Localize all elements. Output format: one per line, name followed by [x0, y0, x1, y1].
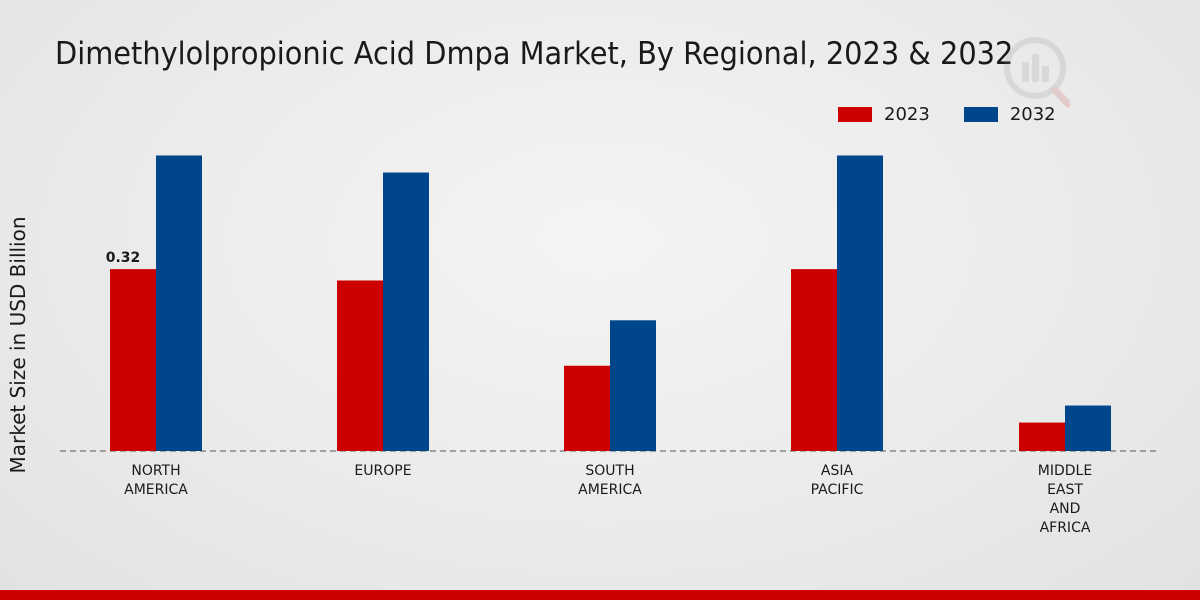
- legend-swatch-2032: [963, 107, 998, 122]
- bar-2023-middle-east-and-africa: [1019, 422, 1065, 451]
- bar-2023-asia-pacific: [791, 269, 837, 451]
- legend-label-2023: 2023: [884, 104, 930, 125]
- data-label: 0.32: [106, 250, 141, 266]
- legend-item-2023: 2023: [838, 104, 930, 125]
- chart-title: Dimethylolpropionic Acid Dmpa Market, By…: [55, 36, 1014, 72]
- bar-2032-asia-pacific: [837, 155, 883, 451]
- x-tick-label-north-america: NORTH AMERICA: [124, 463, 188, 498]
- bar-2023-south-america: [564, 365, 610, 451]
- legend-swatch-2023: [838, 107, 872, 122]
- bar-2023-north-america: [110, 269, 156, 451]
- bar-2032-middle-east-and-africa: [1065, 405, 1111, 451]
- bar-2032-north-america: [156, 155, 202, 451]
- watermark-logo-icon: [1000, 30, 1072, 114]
- legend-label-2032: 2032: [1009, 104, 1056, 125]
- x-tick-label-europe: EUROPE: [354, 463, 411, 479]
- legend-item-2032: 2032: [963, 104, 1056, 125]
- legend: 2023 2032: [838, 104, 1090, 125]
- bar-2023-europe: [337, 280, 383, 451]
- x-tick-label-asia-pacific: ASIA PACIFIC: [811, 463, 864, 498]
- bar-2032-south-america: [610, 320, 656, 451]
- x-tick-label-south-america: SOUTH AMERICA: [578, 463, 642, 498]
- bottom-accent-bar: [0, 590, 1200, 600]
- x-tick-label-middle-east-and-africa: MIDDLE EAST AND AFRICA: [1038, 463, 1092, 536]
- bar-2032-europe: [383, 172, 429, 451]
